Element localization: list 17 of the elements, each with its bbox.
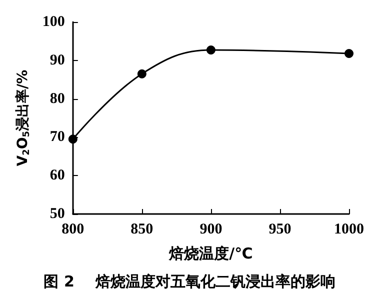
point <box>344 48 354 58</box>
x-axis-title: 焙烧温度/℃ <box>168 244 253 262</box>
y-tick-label: 90 <box>50 52 65 68</box>
y-axis-title: V2O5浸出率/% <box>14 70 32 166</box>
y-tick-label: 60 <box>50 168 65 184</box>
x-tick-label: 1000 <box>334 222 364 238</box>
x-tick-label: 950 <box>268 222 292 238</box>
x-tick-label: 900 <box>200 222 222 238</box>
x-tick-label: 800 <box>62 222 84 238</box>
y-tick-label: 100 <box>42 14 65 30</box>
y-tick-label: 80 <box>50 90 65 107</box>
point <box>206 46 216 55</box>
point <box>137 69 146 78</box>
y-tick-label: 50 <box>50 206 65 222</box>
x-tick-label: 850 <box>130 222 154 238</box>
y-tick-label: 70 <box>50 129 65 146</box>
text: 图 2 焙烧温度对五氧化二钒浸出率的影响 <box>44 272 336 290</box>
